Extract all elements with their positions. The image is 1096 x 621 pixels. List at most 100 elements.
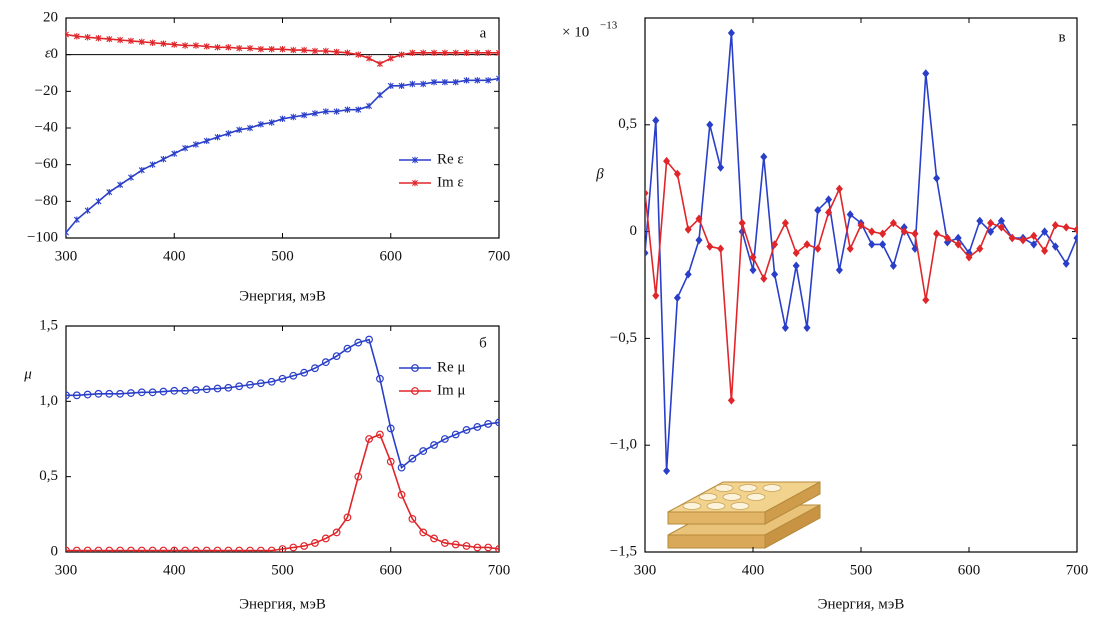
marker — [202, 385, 211, 394]
marker — [322, 108, 329, 115]
x-tick-label: 500 — [271, 562, 294, 578]
inset-structure — [667, 481, 821, 549]
marker — [181, 386, 189, 395]
plot-frame — [644, 17, 1078, 553]
marker — [202, 546, 211, 552]
marker — [203, 43, 210, 50]
marker — [355, 51, 362, 58]
marker — [814, 244, 822, 253]
marker — [387, 82, 394, 90]
marker — [343, 513, 352, 522]
marker — [420, 80, 427, 88]
marker — [868, 240, 876, 249]
marker — [462, 426, 471, 434]
marker — [181, 546, 189, 552]
plot-area — [66, 31, 499, 236]
marker — [398, 82, 405, 90]
marker — [257, 121, 264, 128]
marker — [835, 265, 843, 275]
y-axis-label: μ — [23, 366, 32, 382]
marker — [954, 240, 962, 249]
marker — [138, 38, 145, 46]
marker — [224, 383, 233, 392]
marker — [246, 546, 254, 552]
marker — [311, 47, 318, 55]
marker — [257, 45, 264, 53]
marker — [781, 218, 789, 228]
y-multiplier: × 10 — [562, 24, 589, 40]
marker — [332, 352, 341, 361]
marker — [474, 77, 481, 84]
marker — [300, 368, 309, 377]
marker — [879, 240, 887, 249]
marker — [301, 46, 308, 54]
marker — [73, 33, 80, 40]
series-line — [66, 77, 499, 234]
x-tick-label: 300 — [55, 562, 78, 578]
plot-area — [66, 335, 499, 552]
marker — [825, 208, 833, 217]
marker — [171, 41, 178, 48]
marker — [354, 472, 363, 481]
marker — [419, 528, 428, 537]
legend-marker — [411, 387, 419, 395]
marker — [645, 248, 649, 258]
marker — [695, 214, 703, 224]
marker — [1041, 246, 1049, 256]
legend-label: Im ε — [437, 174, 464, 190]
marker — [706, 120, 714, 130]
marker — [106, 35, 113, 43]
marker — [116, 389, 125, 398]
marker — [354, 338, 363, 347]
marker — [792, 248, 800, 258]
y-tick-label: −80 — [35, 193, 58, 209]
marker — [236, 45, 243, 52]
marker — [408, 454, 417, 463]
marker — [105, 546, 114, 552]
marker — [825, 195, 833, 204]
marker — [857, 220, 865, 230]
marker — [301, 111, 308, 119]
marker — [727, 28, 735, 38]
plot-frame — [65, 17, 500, 239]
marker — [94, 389, 103, 398]
marker — [749, 265, 757, 275]
marker — [344, 49, 351, 57]
marker — [225, 44, 232, 51]
marker — [289, 543, 298, 552]
marker — [278, 374, 287, 383]
marker — [279, 45, 286, 53]
y-exponent: −13 — [600, 20, 618, 32]
x-tick-label: 600 — [380, 562, 403, 578]
marker — [66, 229, 69, 236]
marker — [246, 380, 254, 389]
marker — [430, 441, 438, 449]
legend-marker — [412, 179, 418, 187]
marker — [463, 49, 470, 57]
y-tick-label: −0,5 — [610, 330, 637, 346]
marker — [247, 124, 254, 132]
marker — [159, 546, 168, 552]
marker — [66, 31, 69, 38]
y-tick-label: −20 — [35, 83, 58, 99]
marker — [684, 225, 692, 234]
marker — [976, 244, 984, 253]
marker — [66, 546, 70, 552]
inset-plate — [667, 511, 766, 525]
marker — [213, 384, 222, 393]
x-tick-label: 500 — [850, 562, 873, 578]
marker — [933, 173, 941, 183]
marker — [137, 546, 146, 552]
marker — [473, 543, 482, 552]
marker — [673, 169, 681, 179]
inset-plate — [764, 481, 821, 525]
marker — [387, 55, 394, 62]
x-tick-label: 300 — [634, 562, 657, 578]
marker — [943, 238, 951, 247]
marker — [781, 323, 789, 332]
marker — [213, 546, 222, 552]
y-tick-label: −60 — [35, 156, 58, 172]
marker — [976, 216, 984, 226]
marker — [484, 420, 493, 428]
panel-label: в — [1058, 29, 1065, 45]
